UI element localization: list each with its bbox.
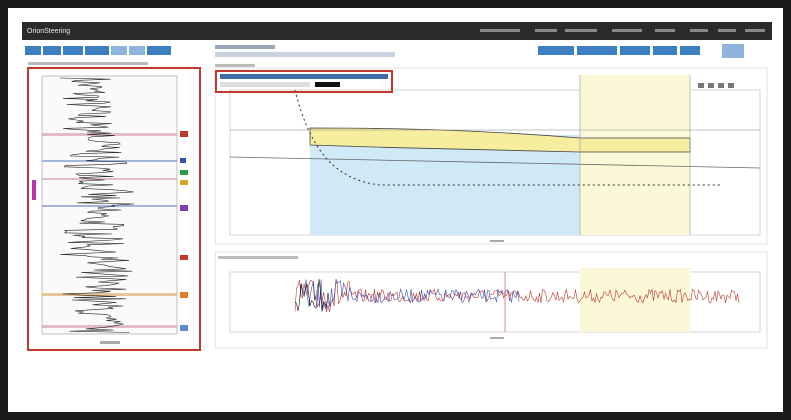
marker[interactable] bbox=[180, 131, 188, 137]
app-header bbox=[22, 22, 772, 40]
button[interactable] bbox=[653, 46, 677, 55]
menu-item[interactable] bbox=[480, 29, 520, 32]
button[interactable] bbox=[63, 46, 83, 55]
button[interactable] bbox=[111, 46, 127, 55]
region-yellow bbox=[580, 268, 690, 332]
region-yellow bbox=[580, 75, 690, 235]
menu-item[interactable] bbox=[612, 29, 642, 32]
icon[interactable] bbox=[698, 83, 704, 88]
button[interactable] bbox=[85, 46, 109, 55]
marker[interactable] bbox=[180, 325, 188, 331]
button[interactable] bbox=[620, 46, 650, 55]
menu-item[interactable] bbox=[690, 29, 708, 32]
legend-header bbox=[220, 74, 388, 79]
toolbar-right bbox=[538, 44, 744, 58]
band bbox=[42, 133, 177, 136]
region-blue bbox=[310, 135, 580, 235]
marker[interactable] bbox=[180, 292, 188, 298]
toolbar-center bbox=[215, 45, 395, 57]
marker[interactable] bbox=[180, 205, 188, 211]
log-strip-panel bbox=[214, 251, 768, 349]
button[interactable] bbox=[147, 46, 171, 55]
menu-item[interactable] bbox=[535, 29, 557, 32]
axis-label bbox=[490, 337, 504, 339]
panel-caption bbox=[215, 64, 255, 67]
axis-label bbox=[100, 341, 120, 344]
band bbox=[42, 205, 177, 207]
panel-caption bbox=[218, 256, 298, 259]
log-trace bbox=[294, 279, 330, 312]
icon[interactable] bbox=[728, 83, 734, 88]
legend-row bbox=[220, 82, 310, 87]
toolbar-left bbox=[25, 46, 171, 55]
log-markers bbox=[180, 131, 188, 331]
marker[interactable] bbox=[180, 158, 186, 163]
log-trace bbox=[299, 278, 520, 311]
log-panel bbox=[27, 67, 201, 351]
band bbox=[42, 178, 177, 180]
marker[interactable] bbox=[180, 255, 188, 260]
axis-label bbox=[490, 240, 504, 242]
header-menu bbox=[480, 29, 765, 32]
section-panel bbox=[214, 67, 768, 245]
toggle[interactable] bbox=[722, 44, 744, 58]
toolbar-options[interactable] bbox=[215, 52, 395, 57]
band bbox=[42, 160, 177, 162]
band bbox=[42, 293, 177, 296]
menu-item[interactable] bbox=[745, 29, 765, 32]
menu-item[interactable] bbox=[655, 29, 675, 32]
toolbar-label bbox=[215, 45, 275, 49]
button[interactable] bbox=[538, 46, 574, 55]
marker[interactable] bbox=[180, 180, 188, 185]
log-trace bbox=[294, 279, 740, 312]
well-path bbox=[294, 89, 720, 186]
button[interactable] bbox=[129, 46, 145, 55]
button[interactable] bbox=[680, 46, 700, 55]
legend-swatch bbox=[315, 82, 340, 87]
button[interactable] bbox=[25, 46, 41, 55]
menu-item[interactable] bbox=[718, 29, 736, 32]
highlight-box bbox=[215, 70, 393, 93]
chart-icons bbox=[698, 83, 734, 88]
menu-item[interactable] bbox=[565, 29, 597, 32]
reference-line bbox=[229, 156, 761, 169]
panel-caption bbox=[28, 62, 148, 65]
button[interactable] bbox=[577, 46, 617, 55]
button[interactable] bbox=[43, 46, 61, 55]
axis-label bbox=[32, 180, 36, 200]
app-title: OrionSteering bbox=[27, 28, 70, 35]
icon[interactable] bbox=[718, 83, 724, 88]
icon[interactable] bbox=[708, 83, 714, 88]
log-trace bbox=[59, 77, 135, 333]
marker[interactable] bbox=[180, 170, 188, 175]
